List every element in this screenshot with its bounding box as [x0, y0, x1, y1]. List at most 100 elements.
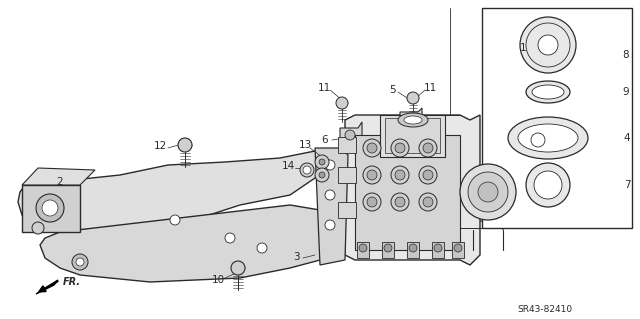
Bar — [380, 115, 445, 157]
Wedge shape — [525, 189, 533, 196]
Wedge shape — [541, 162, 547, 169]
Circle shape — [300, 163, 314, 177]
Circle shape — [325, 220, 335, 230]
Circle shape — [303, 166, 311, 174]
Wedge shape — [563, 174, 570, 182]
Bar — [382, 242, 394, 258]
Wedge shape — [548, 162, 555, 169]
Circle shape — [384, 244, 392, 252]
Bar — [355, 135, 460, 250]
Bar — [338, 202, 356, 218]
Wedge shape — [554, 198, 562, 206]
Circle shape — [407, 92, 419, 104]
Circle shape — [460, 164, 516, 220]
Circle shape — [336, 97, 348, 109]
Circle shape — [319, 172, 325, 178]
Circle shape — [391, 139, 409, 157]
Wedge shape — [529, 194, 536, 202]
Ellipse shape — [518, 124, 578, 152]
Circle shape — [395, 197, 405, 207]
Circle shape — [395, 143, 405, 153]
Circle shape — [325, 160, 335, 170]
Text: 9: 9 — [623, 87, 629, 97]
Ellipse shape — [532, 85, 564, 99]
Circle shape — [325, 190, 335, 200]
Wedge shape — [534, 198, 541, 206]
Text: FR.: FR. — [63, 277, 81, 287]
Circle shape — [434, 244, 442, 252]
Polygon shape — [22, 185, 80, 232]
Text: SR43-82410: SR43-82410 — [517, 306, 573, 315]
Ellipse shape — [398, 113, 428, 127]
Circle shape — [170, 215, 180, 225]
Circle shape — [391, 166, 409, 184]
Polygon shape — [22, 168, 95, 185]
Circle shape — [363, 193, 381, 211]
Circle shape — [409, 244, 417, 252]
Circle shape — [391, 193, 409, 211]
Circle shape — [419, 139, 437, 157]
Wedge shape — [525, 174, 533, 182]
Circle shape — [468, 172, 508, 212]
Text: 8: 8 — [623, 50, 629, 60]
Circle shape — [423, 143, 433, 153]
Polygon shape — [400, 108, 422, 128]
Circle shape — [423, 170, 433, 180]
Bar — [357, 242, 369, 258]
Text: 11: 11 — [424, 83, 436, 93]
Text: 1: 1 — [520, 43, 526, 53]
Circle shape — [76, 258, 84, 266]
Text: 11: 11 — [317, 83, 331, 93]
Wedge shape — [554, 164, 562, 172]
Circle shape — [363, 166, 381, 184]
Circle shape — [534, 171, 562, 199]
Circle shape — [345, 130, 355, 140]
Ellipse shape — [508, 117, 588, 159]
Text: 13: 13 — [298, 140, 312, 150]
Ellipse shape — [404, 116, 422, 124]
Bar — [338, 167, 356, 183]
Polygon shape — [36, 280, 58, 294]
Circle shape — [526, 23, 570, 67]
Circle shape — [36, 194, 64, 222]
Text: 10: 10 — [211, 275, 225, 285]
Polygon shape — [315, 148, 348, 265]
Text: 4: 4 — [624, 133, 630, 143]
Circle shape — [231, 261, 245, 275]
Circle shape — [32, 222, 44, 234]
Circle shape — [367, 197, 377, 207]
Wedge shape — [541, 201, 547, 208]
Text: 5: 5 — [388, 85, 396, 95]
Circle shape — [359, 244, 367, 252]
Wedge shape — [548, 201, 555, 208]
Circle shape — [225, 233, 235, 243]
Wedge shape — [563, 189, 570, 196]
Circle shape — [531, 133, 545, 147]
Circle shape — [257, 243, 267, 253]
Circle shape — [72, 254, 88, 270]
Wedge shape — [534, 164, 541, 172]
Bar — [432, 242, 444, 258]
Wedge shape — [559, 194, 568, 202]
Polygon shape — [345, 115, 480, 265]
Ellipse shape — [526, 81, 570, 103]
Bar — [482, 8, 632, 228]
Circle shape — [363, 139, 381, 157]
Circle shape — [319, 159, 325, 165]
Circle shape — [538, 35, 558, 55]
Circle shape — [367, 170, 377, 180]
Text: 2: 2 — [57, 177, 63, 187]
Circle shape — [315, 168, 329, 182]
Circle shape — [419, 193, 437, 211]
Circle shape — [395, 170, 405, 180]
Polygon shape — [40, 205, 325, 282]
Circle shape — [478, 182, 498, 202]
Circle shape — [42, 200, 58, 216]
Polygon shape — [18, 150, 325, 232]
Wedge shape — [525, 182, 531, 188]
Text: 7: 7 — [624, 180, 630, 190]
Bar — [338, 137, 356, 153]
Circle shape — [178, 138, 192, 152]
Wedge shape — [565, 182, 571, 188]
Circle shape — [454, 244, 462, 252]
